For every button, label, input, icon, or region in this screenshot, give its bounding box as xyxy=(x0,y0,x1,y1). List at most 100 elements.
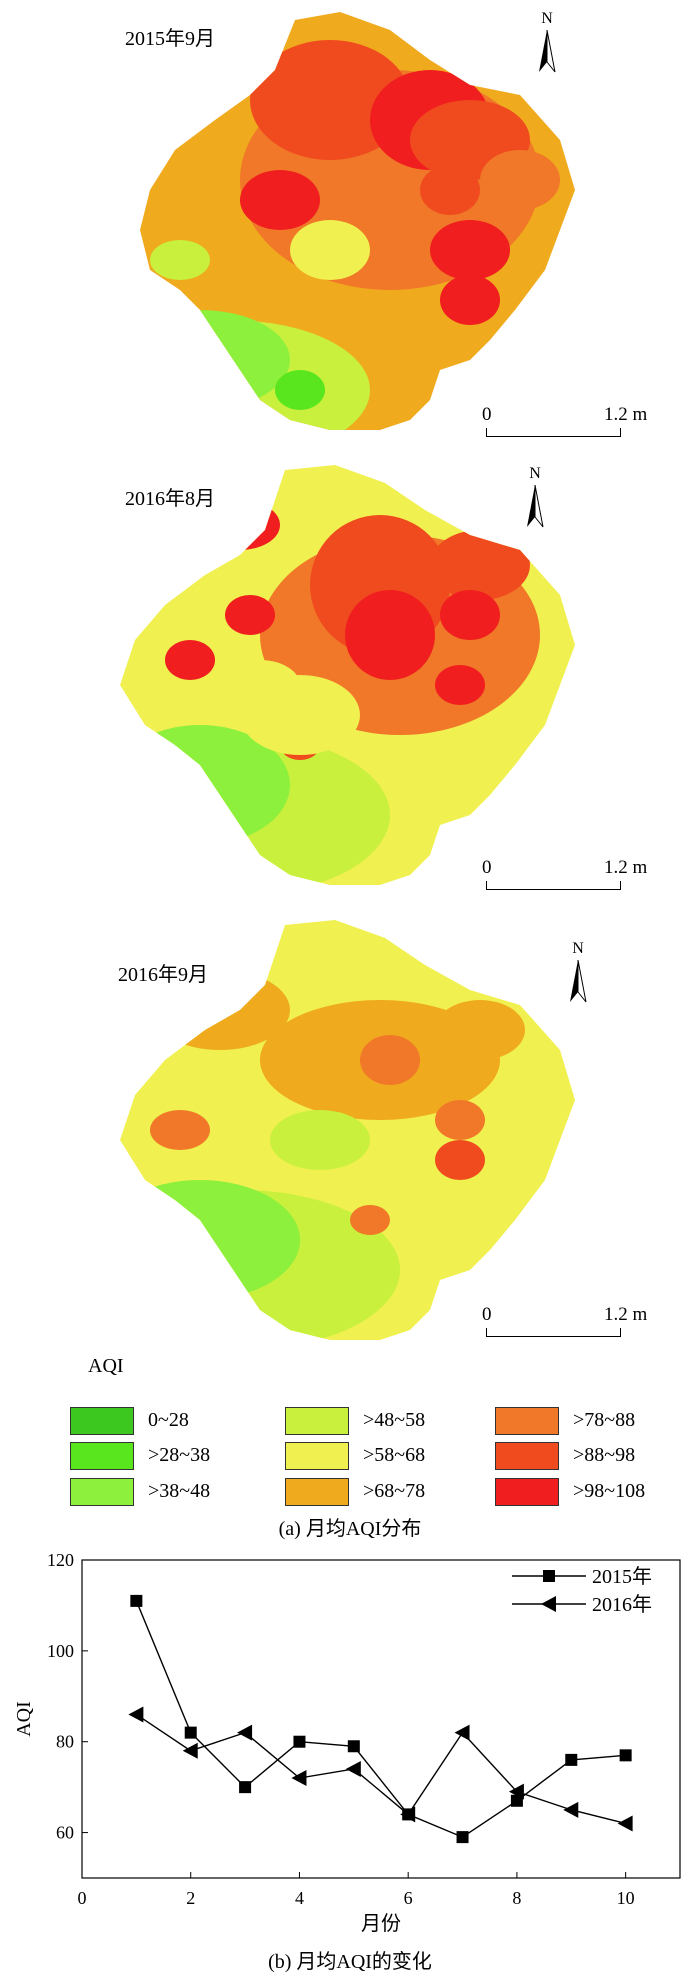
scale-tick-left xyxy=(486,428,487,436)
north-arrow-icon xyxy=(570,960,587,1003)
data-point-series-1 xyxy=(619,1749,632,1762)
map-aqi-region xyxy=(165,640,215,680)
map-aqi-region xyxy=(250,40,410,160)
x-axis-label: 月份 xyxy=(361,1912,401,1935)
data-point-series-2 xyxy=(617,1815,633,1832)
legend-label: >28~38 xyxy=(148,1444,211,1466)
north-arrow-icon xyxy=(527,485,544,528)
north-label: N xyxy=(529,465,541,482)
scale-bar-3: 0 1.2 m xyxy=(482,1304,686,1340)
y-tick-label: 60 xyxy=(56,1823,74,1843)
map-aqi-region xyxy=(240,170,320,230)
map-aqi-region xyxy=(350,1205,390,1235)
legend-item: >98~108 xyxy=(495,1478,695,1508)
legend-label: >98~108 xyxy=(573,1480,646,1502)
map-panel-1: 2015年9月 N 0 1.2 m xyxy=(0,0,700,450)
north-label: N xyxy=(572,940,584,957)
plot-frame xyxy=(81,1559,681,1879)
legend-label: >58~68 xyxy=(363,1444,426,1466)
map-aqi-region xyxy=(430,530,530,600)
legend-swatch xyxy=(495,1442,559,1470)
data-point-series-2 xyxy=(128,1706,144,1723)
map-aqi-region xyxy=(435,1100,485,1140)
legend-item: >58~68 xyxy=(285,1442,485,1472)
y-tick-label: 80 xyxy=(56,1732,74,1752)
scale-line xyxy=(486,1336,621,1337)
legend-entry: 2016年 xyxy=(592,1593,652,1616)
map-panel-3: 2016年9月 N 0 1.2 m xyxy=(0,910,700,1360)
data-point-series-1 xyxy=(130,1594,143,1607)
scale-bar-1: 0 1.2 m xyxy=(482,404,686,440)
legend-marker xyxy=(541,1596,556,1612)
legend-label: >48~58 xyxy=(363,1409,426,1431)
data-point-series-1 xyxy=(510,1794,523,1807)
map-aqi-region xyxy=(220,660,300,710)
data-point-series-1 xyxy=(293,1735,306,1748)
x-tick-label: 6 xyxy=(404,1888,413,1908)
map-aqi-region xyxy=(435,665,485,705)
legend-item: >88~98 xyxy=(495,1442,695,1472)
data-point-series-2 xyxy=(182,1742,198,1759)
chart-svg: 0 2 4 6 8 10 60 80 100 120 月份 AQI 2015年 2016年 xyxy=(13,1550,681,1935)
map-aqi-region xyxy=(420,165,480,215)
legend-item: >28~38 xyxy=(70,1442,270,1472)
legend-swatch xyxy=(495,1478,559,1506)
legend-title: AQI xyxy=(88,1355,124,1377)
aqi-map-2 xyxy=(120,465,575,885)
scale-start-label: 0 xyxy=(482,857,492,878)
map-panel-2: 2016年8月 N 0 1.2 m xyxy=(0,455,700,905)
legend-swatch xyxy=(285,1478,349,1506)
scale-tick-left xyxy=(486,881,487,889)
legend-label: >88~98 xyxy=(573,1444,636,1466)
legend-marker xyxy=(543,1570,555,1582)
data-point-series-2 xyxy=(237,1724,253,1741)
caption-a: (a) 月均AQI分布 xyxy=(278,1518,422,1540)
data-point-series-1 xyxy=(239,1781,252,1794)
map-aqi-region xyxy=(440,275,500,325)
map-aqi-region xyxy=(120,1180,300,1300)
map-aqi-region xyxy=(440,590,500,640)
scale-tick-right xyxy=(620,881,621,889)
x-tick-label: 0 xyxy=(78,1888,87,1908)
north-arrow-3: N xyxy=(563,940,593,1010)
scale-line xyxy=(486,436,621,437)
data-point-series-2 xyxy=(454,1724,470,1741)
scale-end-label: 1.2 m xyxy=(604,1304,648,1325)
north-arrow-1: N xyxy=(532,10,562,80)
x-tick-label: 4 xyxy=(295,1888,304,1908)
y-axis-label: AQI xyxy=(13,1701,35,1737)
map-aqi-region xyxy=(360,1035,420,1085)
legend-item: >78~88 xyxy=(495,1407,695,1437)
legend-item: >38~48 xyxy=(70,1478,270,1508)
legend-swatch xyxy=(70,1407,134,1435)
legend-item: 0~28 xyxy=(70,1407,270,1437)
map-title-2: 2016年8月 xyxy=(125,488,215,510)
data-point-series-2 xyxy=(400,1806,416,1823)
legend-label: >38~48 xyxy=(148,1480,211,1502)
data-point-series-1 xyxy=(456,1831,469,1844)
north-arrow-icon xyxy=(539,30,556,73)
map-aqi-region xyxy=(150,1110,210,1150)
map-aqi-region xyxy=(270,1110,370,1170)
legend-item: >48~58 xyxy=(285,1407,485,1437)
data-point-series-1 xyxy=(184,1726,197,1739)
map-aqi-region xyxy=(140,310,290,410)
legend-label: >68~78 xyxy=(363,1480,426,1502)
scale-tick-right xyxy=(620,428,621,436)
series-line-2 xyxy=(135,1713,626,1825)
map-title-1: 2015年9月 xyxy=(125,28,215,50)
map-aqi-region xyxy=(290,220,370,280)
aqi-legend: AQI 0~28 >28~38 >38~48 >48~58 >58~68 >68~78 >7… xyxy=(0,1355,700,1515)
x-tick-label: 10 xyxy=(617,1888,635,1908)
data-point-series-1 xyxy=(565,1753,578,1766)
data-point-series-1 xyxy=(347,1740,360,1753)
map-aqi-region xyxy=(275,370,325,410)
series-line-1 xyxy=(135,1600,626,1838)
map-title-3: 2016年9月 xyxy=(118,964,208,986)
aqi-map-1 xyxy=(140,12,575,430)
data-point-series-2 xyxy=(563,1801,579,1818)
legend-entry: 2015年 xyxy=(592,1565,652,1588)
legend-label: >78~88 xyxy=(573,1409,636,1431)
x-tick-label: 2 xyxy=(186,1888,195,1908)
map-aqi-region xyxy=(430,220,510,280)
